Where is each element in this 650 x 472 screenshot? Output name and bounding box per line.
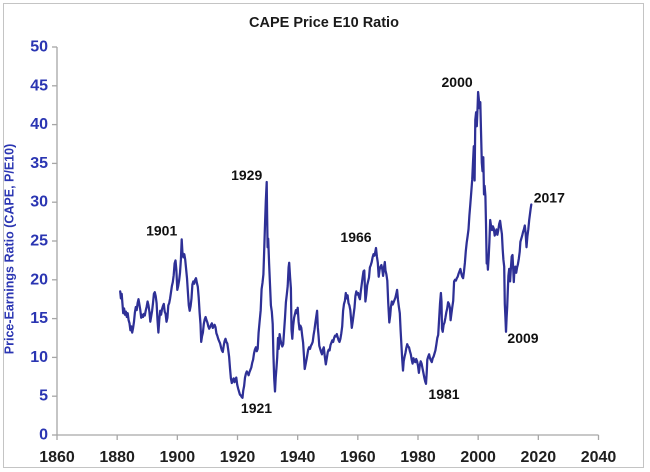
x-tick-label: 1960 (340, 449, 376, 466)
x-tick-label: 1980 (400, 449, 436, 466)
y-tick-label: 30 (30, 194, 48, 211)
y-tick-label: 5 (39, 388, 48, 405)
x-tick-label: 1920 (220, 449, 256, 466)
y-tick-label: 0 (39, 427, 48, 444)
y-tick-label: 50 (30, 39, 48, 56)
y-tick-label: 45 (30, 77, 48, 94)
annotation-1929: 1929 (231, 167, 262, 183)
chart-frame (3, 3, 644, 468)
cape-line (119, 90, 533, 399)
x-tick-label: 1900 (160, 449, 196, 466)
y-axis-title: Price-Earnings Ratio (CAPE, P/E10) (3, 144, 17, 354)
x-tick-label: 1940 (280, 449, 316, 466)
annotation-2017: 2017 (534, 190, 565, 206)
y-tick-label: 35 (30, 155, 48, 172)
x-tick-label: 1860 (39, 449, 75, 466)
annotation-1921: 1921 (241, 400, 272, 416)
x-tick-label: 1880 (99, 449, 135, 466)
annotations-group: 1901 1921 1929 1966 1981 2000 2009 2017 (146, 74, 565, 416)
annotation-2000: 2000 (442, 74, 473, 90)
chart-title: CAPE Price E10 Ratio (249, 15, 399, 31)
y-tick-label: 40 (30, 116, 48, 133)
annotation-1901: 1901 (146, 222, 177, 238)
annotation-2009: 2009 (507, 330, 538, 346)
x-tick-label: 2040 (581, 449, 617, 466)
y-tick-label: 10 (30, 349, 48, 366)
line-group (119, 90, 533, 399)
y-tick-label: 25 (30, 233, 48, 250)
annotation-1981: 1981 (428, 386, 459, 402)
y-tick-label: 20 (30, 271, 48, 288)
annotation-1966: 1966 (340, 229, 371, 245)
y-tick-label: 15 (30, 310, 48, 327)
x-tick-label: 2000 (460, 449, 496, 466)
x-tick-label: 2020 (521, 449, 557, 466)
axes-group: 0 5 10 15 20 25 30 35 40 45 50 1860 1880 1900 1920 1940… (30, 39, 616, 467)
